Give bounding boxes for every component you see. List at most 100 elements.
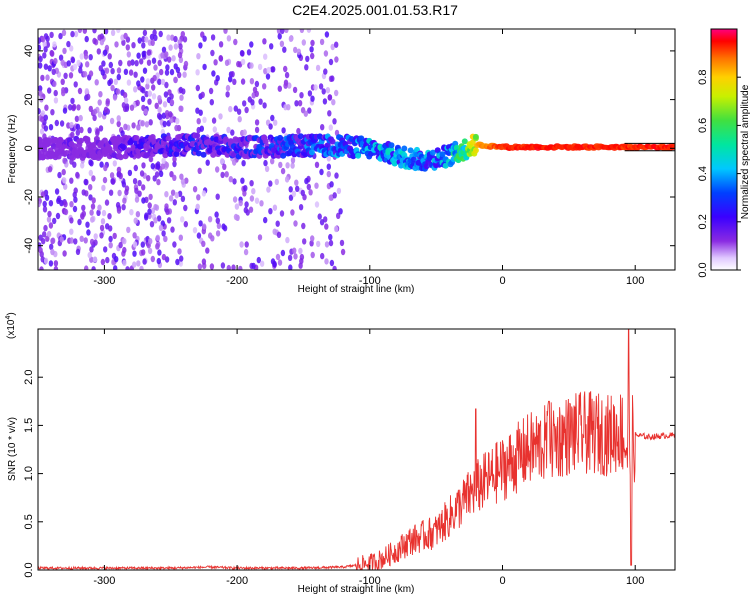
colorbar-tick-label: 0.6 bbox=[697, 118, 709, 133]
colorbar-gradient bbox=[710, 28, 738, 271]
noise-point bbox=[319, 219, 325, 226]
noise-point bbox=[136, 124, 141, 131]
noise-point bbox=[62, 107, 68, 114]
noise-point bbox=[202, 35, 207, 42]
noise-point bbox=[164, 161, 170, 169]
noise-point bbox=[164, 81, 169, 89]
noise-point bbox=[73, 30, 79, 38]
noise-point bbox=[170, 189, 176, 196]
noise-point bbox=[132, 178, 138, 185]
noise-point bbox=[48, 124, 54, 131]
noise-point bbox=[326, 170, 331, 178]
noise-point bbox=[136, 52, 141, 59]
noise-point bbox=[328, 239, 334, 247]
snr-y-axis-label: SNR (10 * v/v) bbox=[7, 417, 18, 481]
noise-point bbox=[240, 177, 245, 184]
ridge-point bbox=[280, 152, 287, 159]
noise-point bbox=[254, 126, 260, 134]
noise-point bbox=[123, 32, 128, 40]
noise-point bbox=[173, 35, 178, 43]
noise-point bbox=[310, 39, 315, 47]
noise-point bbox=[228, 76, 233, 83]
noise-point bbox=[155, 243, 160, 250]
noise-point bbox=[69, 201, 74, 208]
noise-point bbox=[328, 194, 333, 201]
noise-point bbox=[142, 67, 148, 74]
noise-point bbox=[88, 184, 93, 191]
noise-point bbox=[288, 264, 293, 270]
noise-point bbox=[182, 71, 187, 78]
noise-point bbox=[92, 256, 98, 263]
noise-point bbox=[275, 253, 281, 261]
noise-point bbox=[334, 172, 339, 179]
noise-point bbox=[200, 91, 205, 99]
noise-point bbox=[208, 87, 214, 95]
noise-point bbox=[180, 195, 186, 202]
noise-point bbox=[213, 59, 218, 66]
noise-point bbox=[222, 225, 228, 232]
noise-point bbox=[332, 118, 337, 125]
noise-point bbox=[202, 116, 207, 124]
noise-point bbox=[284, 71, 290, 79]
noise-point bbox=[161, 157, 166, 164]
noise-point bbox=[92, 114, 97, 122]
noise-point bbox=[61, 168, 66, 176]
noise-point bbox=[157, 106, 162, 114]
noise-point bbox=[209, 99, 214, 106]
noise-point bbox=[148, 119, 153, 126]
noise-point bbox=[332, 265, 337, 270]
noise-point bbox=[39, 266, 44, 270]
noise-point bbox=[112, 94, 118, 101]
noise-point bbox=[300, 189, 305, 197]
noise-point bbox=[126, 226, 131, 234]
noise-point bbox=[280, 167, 286, 175]
noise-point bbox=[147, 247, 153, 255]
noise-point bbox=[99, 39, 105, 46]
noise-point bbox=[305, 55, 310, 63]
noise-point bbox=[226, 35, 232, 42]
noise-point bbox=[156, 257, 161, 265]
noise-point bbox=[224, 59, 230, 66]
noise-point bbox=[167, 56, 172, 63]
noise-point bbox=[330, 75, 335, 82]
spectrogram-x-axis-label: Height of straight line (km) bbox=[298, 284, 415, 295]
ridge-point bbox=[133, 135, 140, 142]
noise-point bbox=[57, 171, 62, 179]
noise-point bbox=[103, 29, 109, 35]
noise-point bbox=[53, 89, 58, 97]
noise-point bbox=[87, 251, 92, 259]
noise-point bbox=[50, 248, 55, 256]
noise-point bbox=[280, 29, 285, 35]
noise-point bbox=[232, 178, 237, 185]
noise-point bbox=[326, 163, 331, 170]
noise-point bbox=[157, 95, 162, 102]
noise-point bbox=[53, 97, 59, 104]
noise-point bbox=[91, 266, 96, 270]
noise-point bbox=[288, 35, 294, 42]
noise-point bbox=[118, 241, 123, 249]
noise-point bbox=[92, 37, 97, 45]
noise-point bbox=[259, 260, 265, 267]
noise-point bbox=[107, 53, 112, 60]
noise-point bbox=[48, 200, 54, 207]
noise-point bbox=[70, 56, 76, 64]
noise-point bbox=[135, 211, 141, 218]
noise-point bbox=[89, 238, 95, 246]
noise-point bbox=[136, 260, 141, 267]
noise-point bbox=[97, 204, 102, 211]
noise-point bbox=[165, 64, 170, 71]
noise-point bbox=[100, 258, 106, 266]
noise-point bbox=[102, 49, 108, 56]
noise-point bbox=[147, 90, 152, 97]
noise-point bbox=[215, 166, 220, 173]
noise-point bbox=[66, 122, 71, 129]
noise-point bbox=[197, 167, 202, 174]
noise-point bbox=[152, 29, 157, 36]
noise-point bbox=[116, 120, 121, 128]
noise-point bbox=[127, 60, 132, 67]
noise-point bbox=[88, 194, 93, 201]
noise-point bbox=[97, 34, 102, 41]
noise-point bbox=[224, 171, 229, 178]
noise-point bbox=[85, 221, 90, 228]
noise-point bbox=[336, 187, 342, 195]
